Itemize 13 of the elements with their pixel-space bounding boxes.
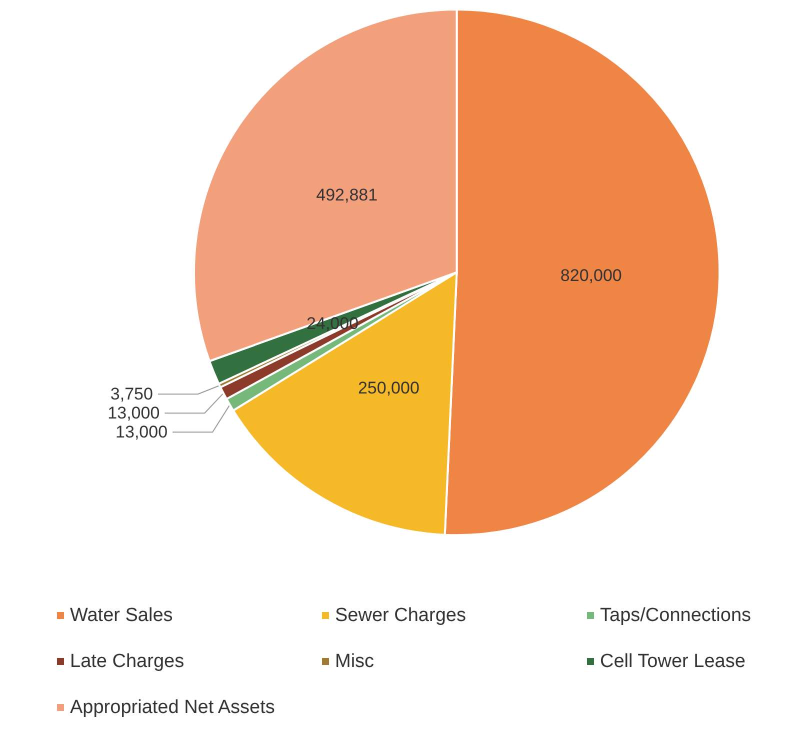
legend-label: Taps/Connections	[600, 605, 752, 626]
data-label: 492,881	[316, 185, 378, 204]
data-label: 820,000	[560, 266, 622, 285]
data-label: 13,000	[116, 422, 168, 442]
legend-label: Sewer Charges	[335, 605, 466, 626]
legend-label: Appropriated Net Assets	[70, 697, 275, 718]
data-label: 250,000	[358, 378, 420, 398]
legend-label: Water Sales	[70, 605, 173, 626]
data-label: 3,750	[110, 384, 153, 404]
data-label: 13,000	[108, 404, 160, 423]
legend-label: Late Charges	[70, 651, 184, 672]
legend-label: Cell Tower Lease	[600, 651, 746, 672]
legend-label: Misc	[335, 651, 374, 672]
